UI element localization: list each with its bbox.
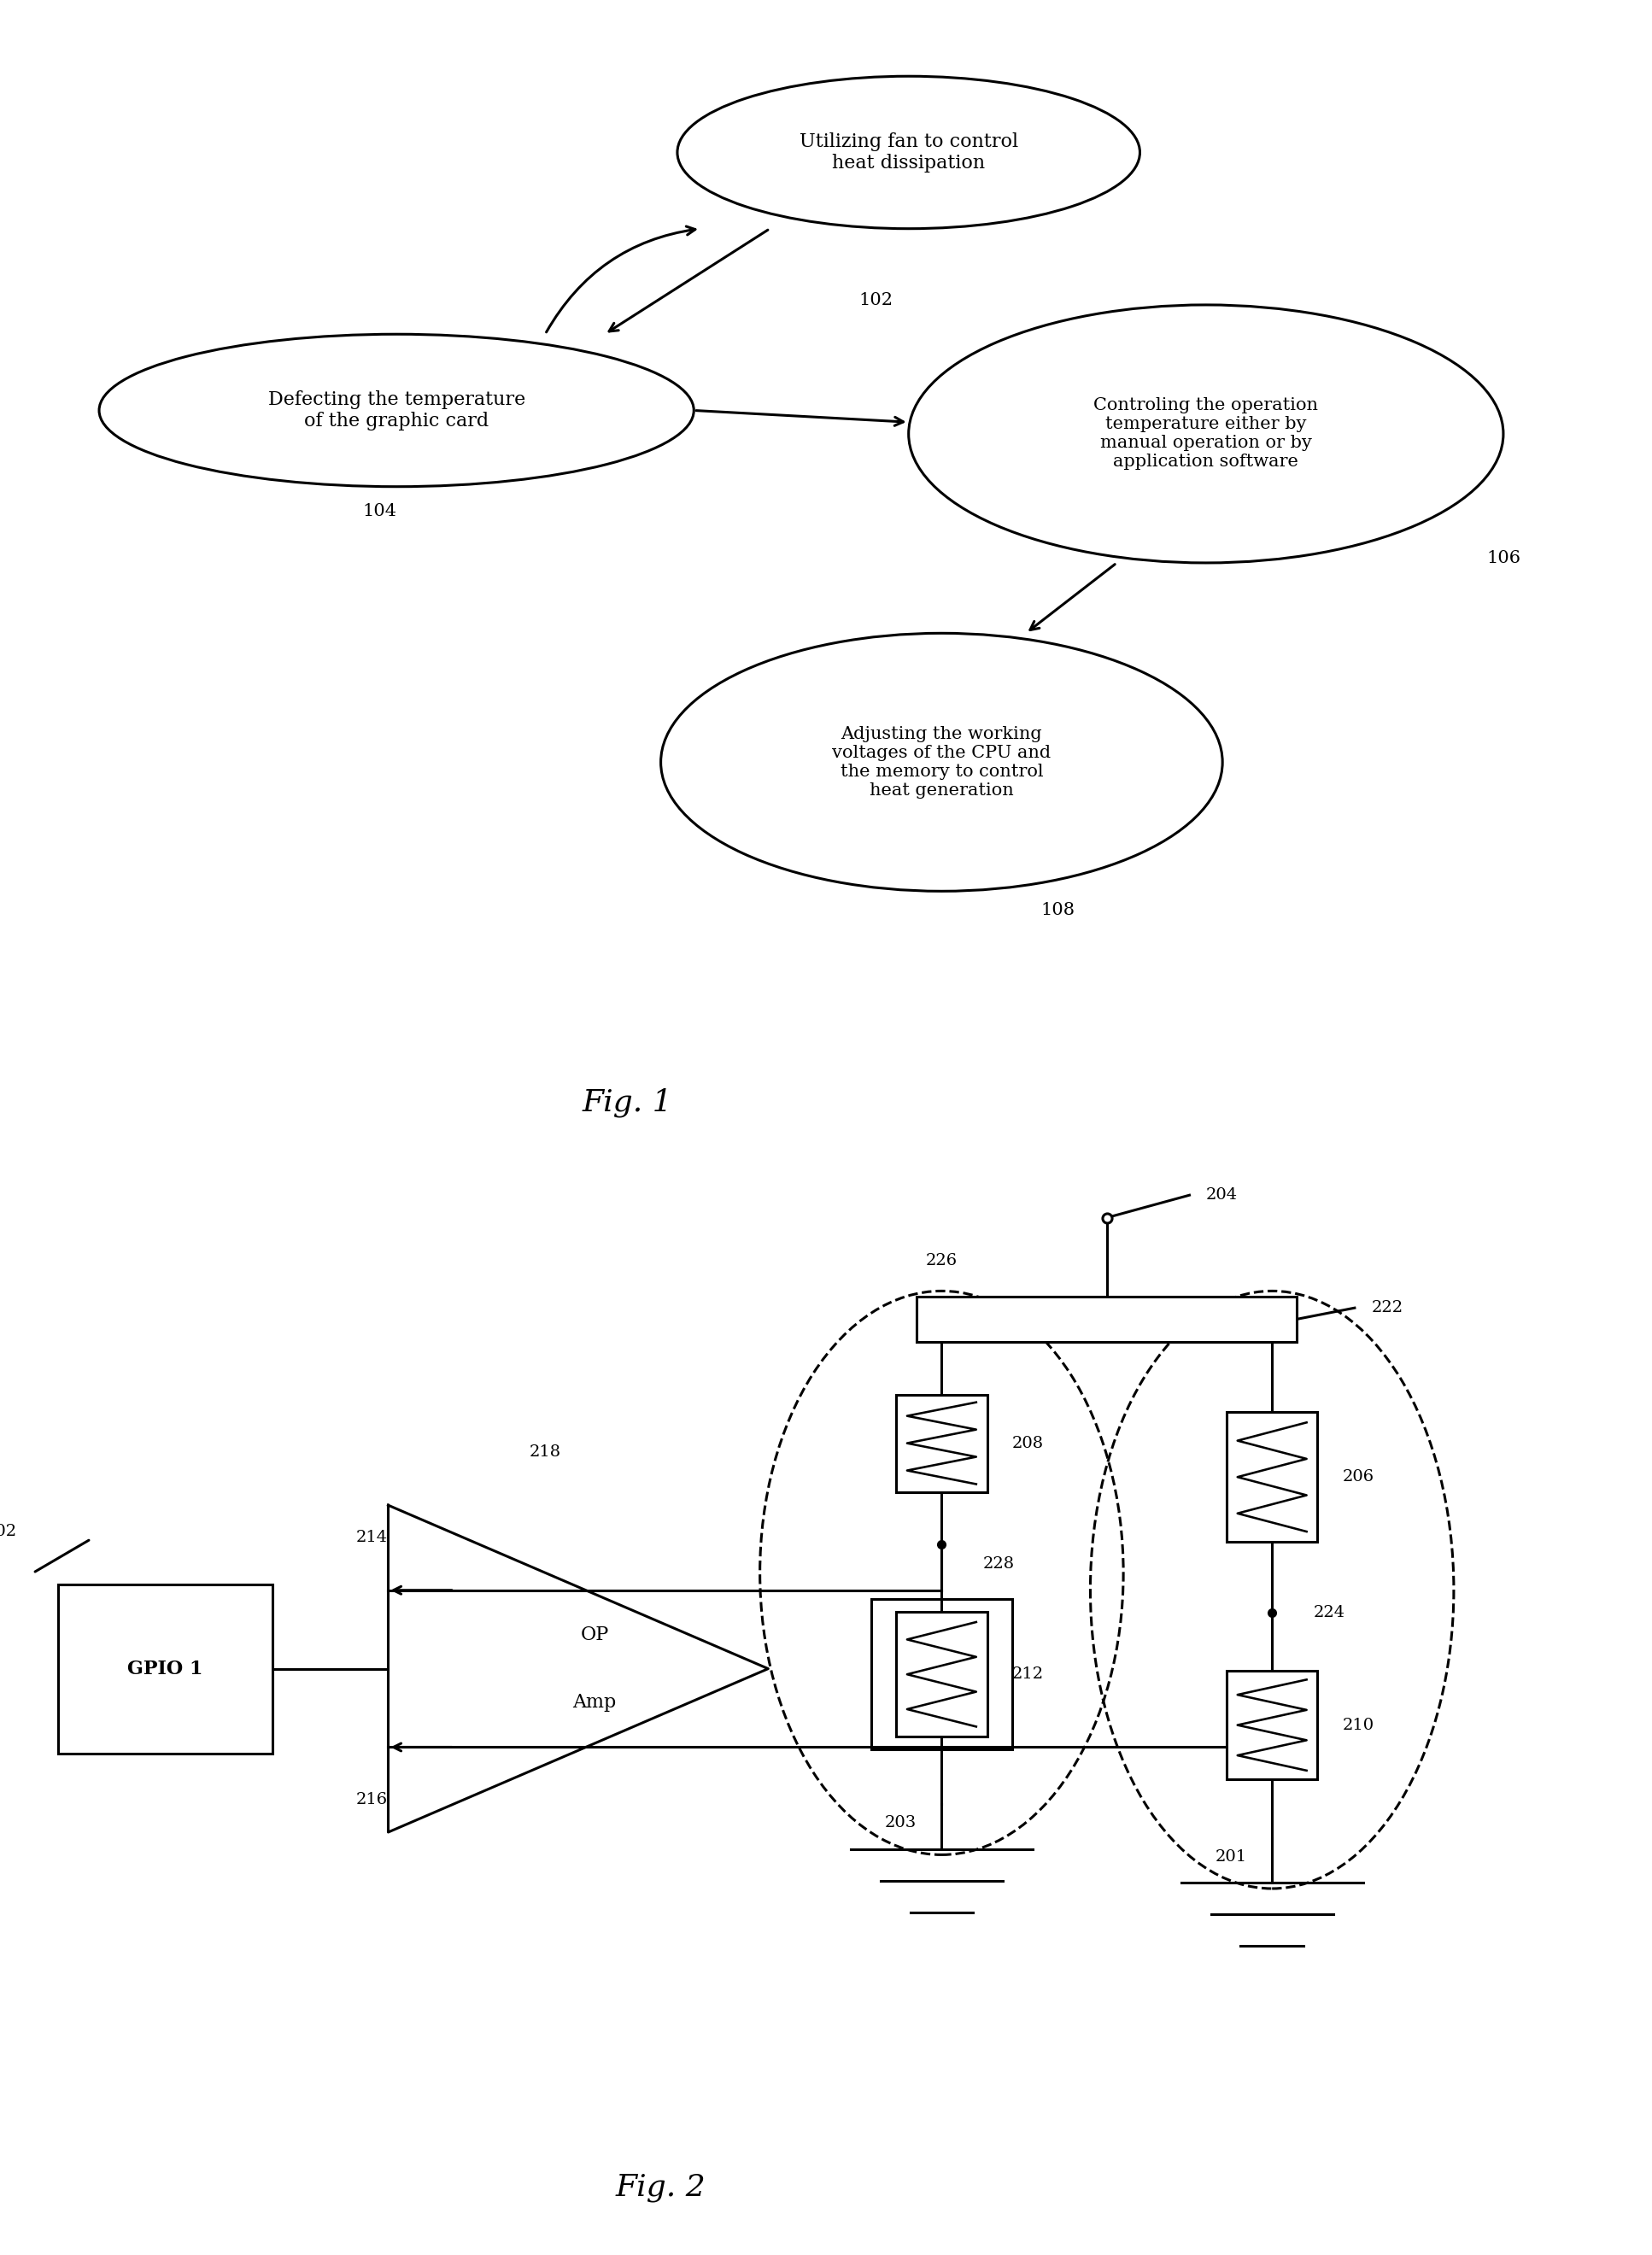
Text: 203: 203 [885,1815,917,1831]
Text: 208: 208 [1011,1436,1044,1450]
Bar [1227,1412,1318,1542]
Text: 201: 201 [1216,1849,1247,1865]
Text: 222: 222 [1371,1301,1403,1315]
Text: 210: 210 [1343,1718,1374,1732]
Text: 202: 202 [0,1524,17,1538]
Text: 106: 106 [1487,550,1521,566]
Text: OP: OP [580,1626,610,1644]
Bar [58,1585,273,1754]
Text: Fig. 1: Fig. 1 [583,1087,672,1116]
Bar [895,1394,988,1493]
Text: 204: 204 [1206,1188,1237,1202]
Text: 108: 108 [1041,902,1075,918]
Text: Defecting the temperature
of the graphic card: Defecting the temperature of the graphic… [268,390,525,431]
Text: 218: 218 [529,1445,562,1461]
Text: 226: 226 [925,1254,958,1267]
Text: Amp: Amp [573,1694,616,1712]
Text: Controling the operation
temperature either by
manual operation or by
applicatio: Controling the operation temperature eit… [1094,397,1318,469]
Text: 228: 228 [983,1556,1014,1572]
Text: Fig. 2: Fig. 2 [616,2174,705,2201]
Bar [917,1297,1297,1342]
Text: Utilizing fan to control
heat dissipation: Utilizing fan to control heat dissipatio… [800,133,1018,174]
Text: GPIO 1: GPIO 1 [127,1660,203,1678]
Bar [895,1612,988,1736]
Text: Adjusting the working
voltages of the CPU and
the memory to control
heat generat: Adjusting the working voltages of the CP… [833,726,1051,798]
Text: 102: 102 [859,293,892,309]
Bar [872,1599,1011,1750]
Text: 224: 224 [1313,1606,1345,1619]
Text: 216: 216 [355,1793,388,1809]
Text: 206: 206 [1343,1470,1374,1484]
Text: 214: 214 [355,1529,388,1545]
Bar [1227,1671,1318,1779]
Text: 212: 212 [1011,1666,1044,1682]
Text: 104: 104 [363,503,396,519]
